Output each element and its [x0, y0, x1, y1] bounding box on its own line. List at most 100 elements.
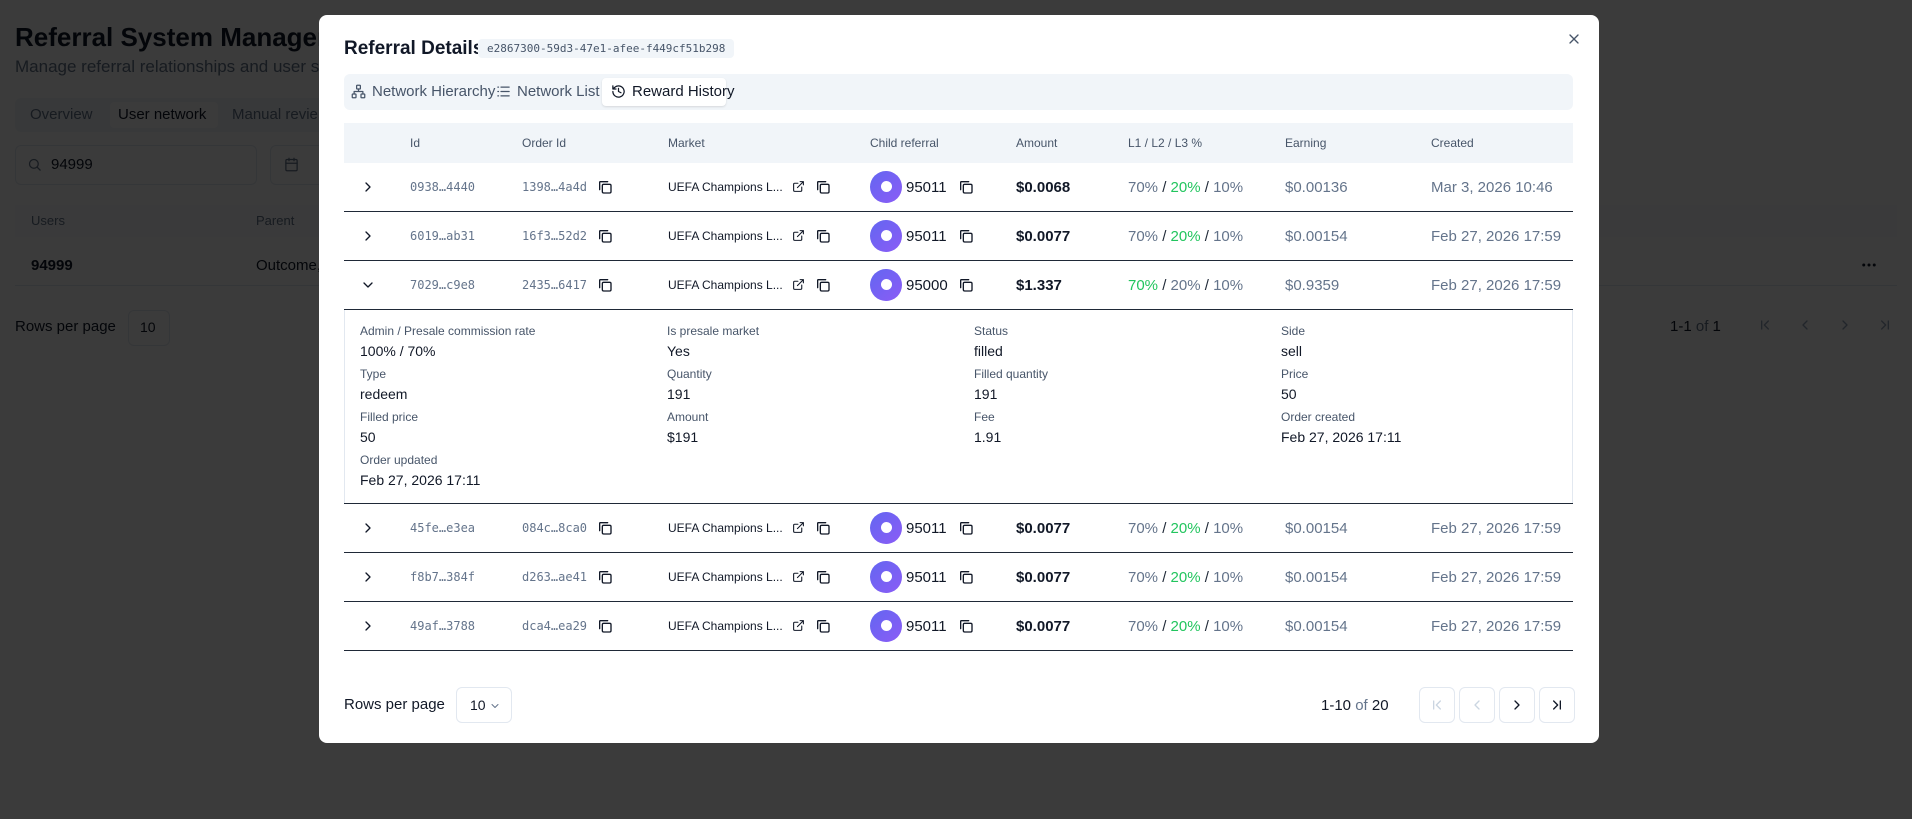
avatar-dot	[881, 279, 892, 290]
split-percent: 10%	[1213, 179, 1244, 196]
separator: /	[1158, 277, 1171, 294]
pagination-total: 20	[1367, 697, 1389, 714]
copy-button[interactable]	[597, 520, 613, 541]
copy-button[interactable]	[815, 618, 831, 639]
external-link[interactable]	[792, 278, 805, 296]
split: 70% / 20% / 10%	[1128, 520, 1243, 537]
tab[interactable]: Network Hierarchy	[372, 83, 496, 100]
icon	[793, 571, 804, 582]
external-link[interactable]	[792, 570, 805, 588]
close-button[interactable]	[1566, 31, 1582, 52]
expand-toggle[interactable]	[360, 179, 376, 200]
copy-button[interactable]	[958, 569, 974, 590]
rows-select[interactable]	[456, 687, 512, 723]
detail-label: Fee	[974, 410, 995, 424]
copy-button[interactable]	[597, 228, 613, 249]
separator: /	[1158, 228, 1171, 245]
copy-button[interactable]	[815, 277, 831, 298]
detail-label: Type	[360, 367, 387, 381]
order-id: 2435…6417	[522, 278, 588, 292]
icon	[1514, 700, 1520, 710]
table-header-bg	[344, 123, 1573, 163]
copy-button[interactable]	[815, 179, 831, 200]
external-link[interactable]	[792, 619, 805, 637]
copy-button[interactable]	[958, 520, 974, 541]
copy-button[interactable]	[958, 228, 974, 249]
page-icon	[1469, 697, 1485, 718]
expand-toggle[interactable]	[360, 569, 376, 590]
copy-button[interactable]	[815, 569, 831, 590]
market-name: UEFA Champions L...	[668, 278, 783, 292]
page-icon	[1509, 697, 1525, 718]
copy-button[interactable]	[597, 277, 613, 298]
copy-button[interactable]	[597, 618, 613, 639]
tab-icon	[611, 84, 626, 104]
chevron	[489, 699, 501, 717]
icon	[599, 279, 612, 292]
icon	[960, 522, 973, 535]
copy-button[interactable]	[958, 618, 974, 639]
split-percent: 20%	[1170, 179, 1201, 196]
expand-toggle[interactable]	[360, 277, 376, 298]
page-button[interactable]	[1459, 687, 1495, 723]
copy-button[interactable]	[958, 277, 974, 298]
column-header: Market	[668, 136, 705, 150]
market-name: UEFA Champions L...	[668, 180, 783, 194]
detail-label: Price	[1281, 367, 1309, 381]
row-divider	[344, 260, 1573, 261]
amount: $0.0077	[1016, 520, 1071, 537]
split-percent: 10%	[1213, 228, 1244, 245]
column-header: Amount	[1016, 136, 1058, 150]
page-button[interactable]	[1499, 687, 1535, 723]
pagination-range: 1-10	[1321, 697, 1352, 714]
split: 70% / 20% / 10%	[1128, 179, 1243, 196]
amount: $1.337	[1016, 277, 1062, 294]
detail-value: Feb 27, 2026 17:11	[360, 472, 481, 488]
copy-button[interactable]	[815, 228, 831, 249]
copy-button[interactable]	[597, 569, 613, 590]
split-percent: 10%	[1213, 569, 1244, 586]
row-id: 45fe…e3ea	[410, 521, 476, 535]
icon	[491, 704, 499, 708]
created: Feb 27, 2026 17:59	[1431, 569, 1562, 586]
external-link[interactable]	[792, 180, 805, 198]
icon	[363, 282, 373, 288]
page-button[interactable]	[1419, 687, 1455, 723]
copy-button[interactable]	[815, 520, 831, 541]
earning: $0.9359	[1285, 277, 1340, 294]
expand-toggle[interactable]	[360, 520, 376, 541]
split: 70% / 20% / 10%	[1128, 618, 1243, 635]
icon	[793, 522, 804, 533]
amount: $0.0077	[1016, 569, 1071, 586]
details-panel	[344, 310, 1573, 503]
expand-toggle[interactable]	[360, 228, 376, 249]
external-link[interactable]	[792, 521, 805, 539]
avatar-dot	[881, 522, 892, 533]
icon	[817, 279, 830, 292]
row-divider	[344, 650, 1573, 651]
tab[interactable]: Reward History	[632, 83, 735, 100]
child-referral: 95011	[906, 520, 947, 537]
expand-toggle[interactable]	[360, 618, 376, 639]
copy-button[interactable]	[597, 179, 613, 200]
split: 70% / 20% / 10%	[1128, 569, 1243, 586]
icon	[817, 230, 830, 243]
row-id: f8b7…384f	[410, 570, 476, 584]
detail-value: 191	[667, 386, 691, 402]
page-icon	[1429, 697, 1445, 718]
icon	[793, 230, 804, 241]
page-icon	[1549, 697, 1565, 718]
amount: $0.0068	[1016, 179, 1071, 196]
detail-label: Order updated	[360, 453, 438, 467]
detail-label: Side	[1281, 324, 1306, 338]
page-button[interactable]	[1539, 687, 1575, 723]
icon	[365, 231, 371, 241]
tab-icon	[351, 84, 366, 104]
amount: $0.0077	[1016, 228, 1071, 245]
row-divider	[344, 309, 1573, 310]
external-link[interactable]	[792, 229, 805, 247]
detail-label: Status	[974, 324, 1009, 338]
tab[interactable]: Network List	[517, 83, 600, 100]
copy-button[interactable]	[958, 179, 974, 200]
